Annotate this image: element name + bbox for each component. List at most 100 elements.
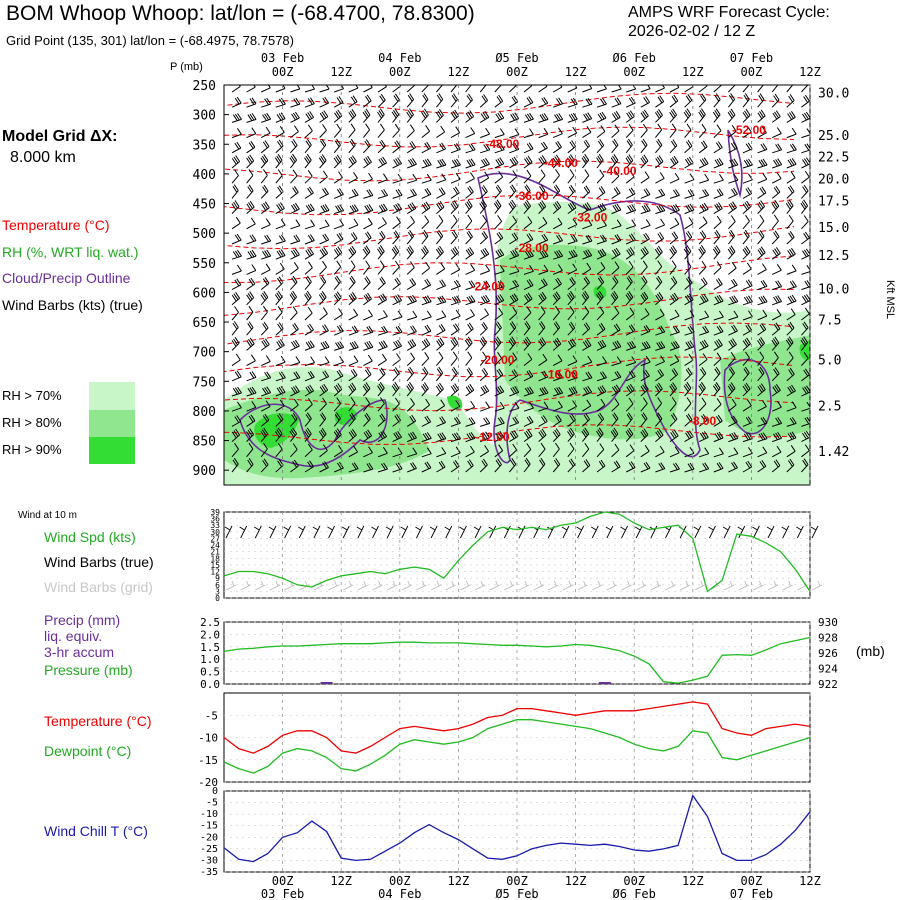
wind-barb [450, 309, 461, 321]
wind-barb [465, 172, 475, 184]
forecast-cycle-label: AMPS WRF Forecast Cycle: [628, 4, 830, 21]
wind-barb [363, 368, 372, 382]
wind-barb [319, 96, 330, 108]
wind-barb [246, 264, 257, 275]
wind-barb [786, 127, 797, 139]
wind-barb [757, 366, 765, 382]
wind-barb [406, 352, 416, 366]
wind-barb [523, 443, 532, 458]
height-tick: 2.5 [818, 400, 841, 415]
wind-barb [582, 442, 590, 458]
wind-barb [450, 93, 458, 108]
wind-barb [275, 202, 285, 215]
wind-barb [552, 217, 563, 230]
wind-barb [596, 97, 607, 108]
wind-barb [479, 384, 490, 397]
wind-barb [728, 398, 737, 412]
wind-barb [304, 412, 312, 427]
wind-barb [363, 260, 371, 275]
wind-barb [421, 188, 432, 199]
wind-barb [757, 263, 767, 275]
wind-barb [392, 414, 402, 427]
wind-barb [684, 217, 694, 230]
wind-barb [567, 263, 578, 275]
wind-barb-true [693, 525, 702, 539]
wind-barb [436, 214, 444, 230]
wind-barb [669, 139, 678, 154]
wind-barb [334, 219, 345, 230]
wind-barb-grid [240, 580, 251, 591]
wind-barb [333, 445, 343, 458]
time-tick-top: 00Z [741, 65, 763, 79]
wind-barb [333, 96, 344, 108]
wind-barb [479, 367, 489, 382]
time-tick-top: 12Z [448, 65, 470, 79]
wind-barb [538, 337, 547, 351]
wind-barb [728, 85, 736, 93]
wind-barb [742, 158, 753, 169]
wind-barb [260, 201, 270, 215]
wind-barb [480, 143, 491, 154]
wind-barb [260, 126, 271, 139]
wind-barb [231, 141, 242, 154]
wind-barb [625, 370, 636, 382]
wind-barb [493, 336, 502, 351]
wind-barb [275, 139, 284, 154]
wind-barb [742, 337, 751, 351]
wind-chill-tick: -25 [200, 844, 218, 855]
height-tick: 1.42 [818, 445, 849, 460]
wind-barb [640, 171, 650, 184]
wind-barb [786, 280, 797, 291]
wind-barb [406, 261, 415, 275]
wind-barb [406, 230, 415, 245]
wind-barb [290, 459, 299, 473]
wind-barb [363, 462, 374, 473]
wind-barb [567, 400, 578, 412]
wind-barb [625, 291, 634, 306]
wind-barb [801, 307, 810, 321]
wind-barb [742, 351, 750, 366]
wind-barb [625, 138, 633, 154]
wind-speed-line [223, 511, 811, 593]
wind-barb [275, 355, 286, 367]
wind-barb [275, 339, 285, 351]
wind-barb [625, 307, 635, 321]
wind-barb [698, 353, 708, 366]
wind-tick: 6 [215, 581, 220, 590]
wind-barb [698, 93, 707, 108]
legend-rh90: RH > 90% [2, 442, 62, 457]
wind-chill-tick: -35 [200, 867, 218, 878]
wind-barb [625, 427, 634, 442]
wind-barb [348, 245, 357, 260]
wind-barb [290, 97, 301, 108]
wind-barb [596, 169, 605, 184]
wind-barb [698, 202, 709, 215]
wind-tick: 9 [215, 574, 220, 583]
wind-barb-grid [665, 580, 676, 591]
wind-barb [261, 112, 272, 123]
wind-barb [684, 173, 695, 184]
wind-barb [363, 429, 373, 443]
wind-barb [392, 230, 400, 245]
wind-barb [582, 385, 593, 397]
wind-barb [318, 427, 327, 442]
wind-barb [567, 201, 577, 215]
wind-barb [523, 401, 534, 412]
wind-barb [509, 293, 519, 306]
wind-barb [610, 290, 619, 306]
wind-barb [348, 260, 356, 275]
wind-barb [333, 109, 343, 123]
wind-barb [727, 108, 736, 123]
wind-barb [552, 277, 562, 291]
wind-barb [699, 325, 710, 336]
wind-barb-grid [694, 580, 706, 591]
wind-barb [377, 353, 387, 367]
wind-barb [260, 140, 270, 154]
wind-barb [582, 249, 593, 260]
wind-barb [669, 368, 679, 382]
wind-barb [684, 367, 693, 382]
wind-barb [304, 124, 313, 138]
wind-barb [640, 246, 649, 260]
wind-barb-true [796, 525, 804, 539]
